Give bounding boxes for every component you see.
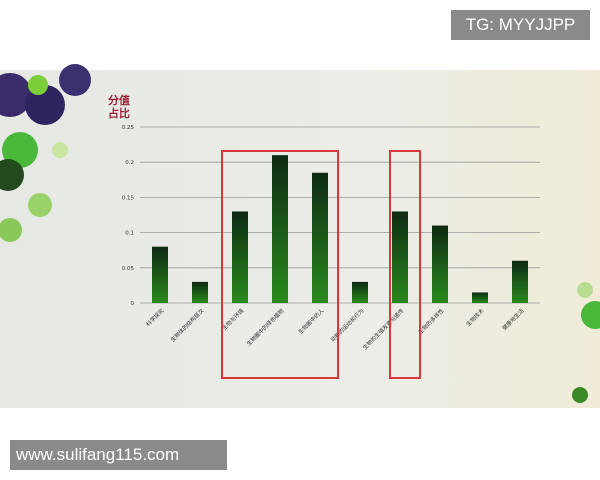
bar (192, 281, 208, 303)
y-tick-label: 0.15 (122, 195, 135, 201)
y-tick-label: 0 (131, 301, 135, 307)
clover-decoration-left (0, 64, 91, 242)
bar (432, 225, 448, 303)
clover-decoration-right (572, 282, 600, 403)
watermark-top: TG: MYYJJPP (451, 10, 590, 40)
x-tick-label: 动物的运动和行为 (329, 307, 366, 344)
bar (512, 260, 528, 303)
bar (472, 292, 488, 303)
slide-background (0, 70, 600, 408)
y-axis-label-line: 占比 (108, 106, 130, 120)
y-tick-label: 0.05 (122, 266, 135, 272)
y-axis-label-line: 分值 (108, 93, 130, 107)
y-tick-label: 0.1 (125, 231, 134, 237)
bar (232, 211, 248, 303)
x-tick-label: 健康地生活 (500, 306, 525, 331)
x-tick-label: 生物的生殖发育与遗传 (361, 306, 406, 351)
y-tick-label: 0.25 (122, 125, 135, 131)
bar (272, 155, 288, 303)
x-tick-label: 生物体的结构层次 (169, 306, 206, 343)
bar (152, 246, 168, 303)
bar (352, 281, 368, 303)
watermark-bottom: www.sulifang115.com (10, 440, 227, 470)
x-tick-label: 生物圈中的人 (296, 306, 325, 335)
highlight-box (389, 150, 421, 379)
highlight-box (221, 150, 339, 379)
bar (312, 172, 328, 303)
x-tick-label: 生物圈中的绿色植物 (245, 306, 286, 347)
y-tick-label: 0.2 (125, 160, 134, 166)
bar (392, 211, 408, 303)
x-tick-label: 科学探究 (144, 306, 166, 328)
x-tick-label: 生物技术 (464, 306, 486, 328)
x-tick-label: 生物与环境 (220, 306, 245, 331)
